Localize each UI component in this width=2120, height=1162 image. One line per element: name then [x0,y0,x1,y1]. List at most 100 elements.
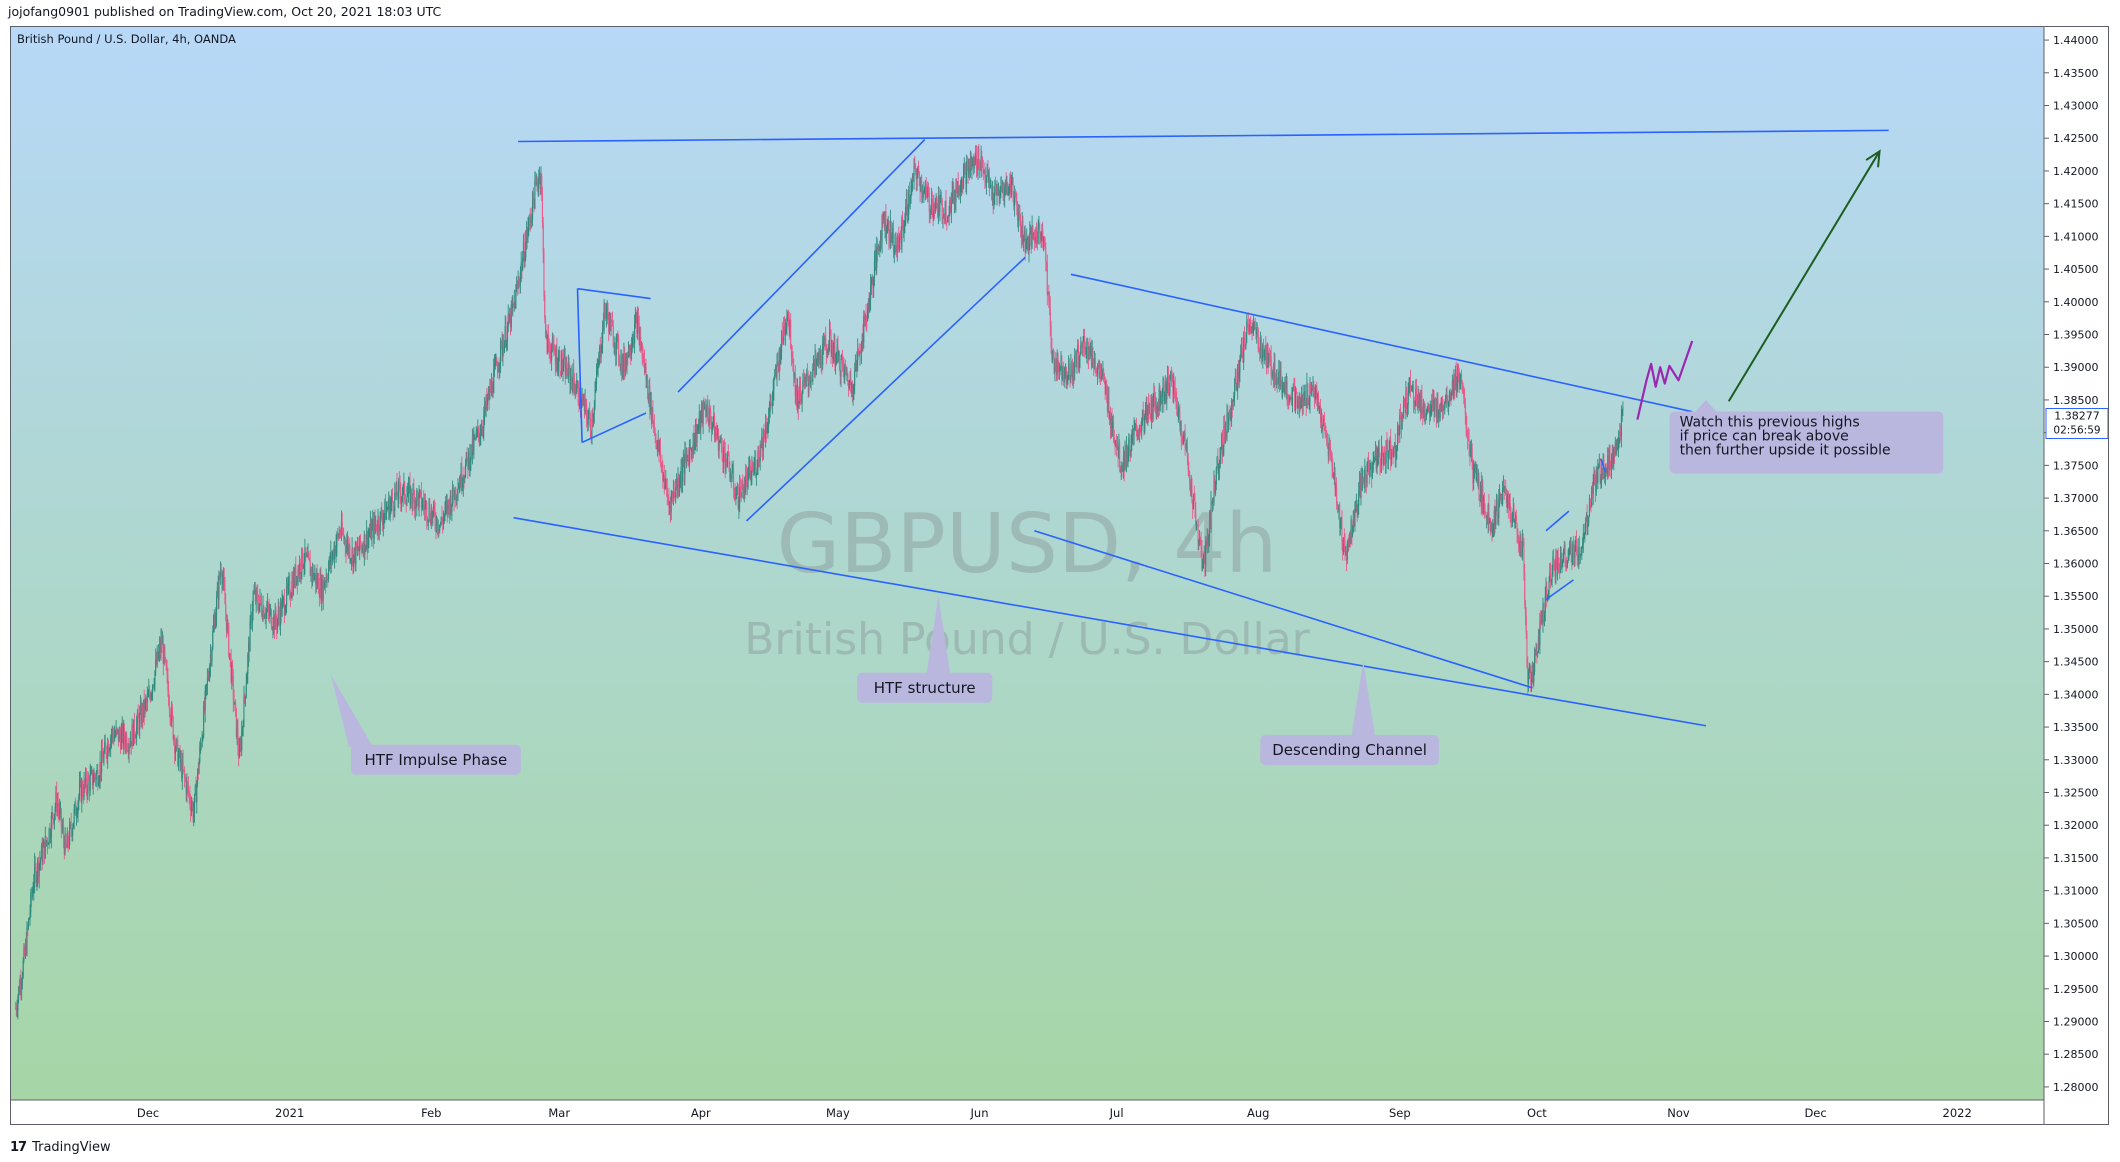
time-scale[interactable]: Dec 2021 Feb Mar Apr May Jun Jul Aug Sep Oct Nov Dec… [11,1099,2044,1120]
candle-body [663,475,665,481]
candle-body [323,580,325,588]
callout-text: if price can break above [1680,428,1849,444]
candle-body [529,219,531,223]
candle-body [133,719,135,738]
candle-body [680,467,682,481]
candle-body [120,732,122,749]
candle-body [1443,408,1445,410]
candle-body [1060,357,1062,368]
candle-body [171,707,173,717]
candle-body [79,780,81,783]
candle-body [1544,596,1546,612]
candle-body [1608,449,1610,469]
candle-body [1522,539,1524,543]
candle-body [759,444,761,462]
candle-body [925,184,927,191]
candle-body [206,676,208,685]
candle-body [1479,495,1481,501]
candle-body [352,548,354,568]
candle-body [612,325,614,347]
candle-body [1464,398,1466,401]
candle-body [569,367,571,384]
candle-body [1393,446,1395,456]
candle-body [527,228,529,238]
candle-body [414,500,416,510]
candle-body [445,505,447,507]
candle-body [57,803,59,809]
candle-body [1499,494,1501,497]
footer[interactable]: 17 TradingView [10,1136,111,1158]
price-scale[interactable]: 1.280001.285001.290001.295001.300001.305… [2043,27,2099,1125]
candle-body [608,317,610,332]
candle-body [761,436,763,448]
candle-body [61,826,63,829]
candle-body [1227,413,1229,426]
candle-body [287,582,289,589]
candle-body [350,559,352,561]
candle-body [574,391,576,393]
candle-body [1574,549,1576,559]
candle-body [886,223,888,233]
candle-body [476,431,478,433]
candle-body [1604,469,1606,477]
candle-body [1036,229,1038,242]
candle-body [468,451,470,469]
candle-body [1139,427,1141,431]
candle-body [1333,473,1335,477]
candle-body [1461,374,1463,382]
candle-body [897,237,899,239]
candle-body [1047,293,1049,295]
candle-body [1365,469,1367,481]
candle-body [815,355,817,365]
candle-body [1208,538,1210,542]
candle-body [1081,344,1083,347]
candle-body [1194,500,1196,514]
chart-svg[interactable]: GBPUSD, 4h British Pound / U.S. Dollar B… [11,27,2109,1125]
candle-body [1093,362,1095,369]
candle-body [1253,326,1255,327]
candle-body [64,834,66,854]
candle-body [1151,398,1153,420]
candle-body [994,187,996,197]
candle-body [838,352,840,371]
candle-body [923,188,925,195]
candle-body [1258,348,1260,351]
candle-body [1174,387,1176,396]
candle-body [1530,670,1532,685]
candle-body [439,524,441,526]
candle-body [184,770,186,778]
candle-body [283,598,285,599]
candle-body [1500,495,1502,497]
chart-frame[interactable]: GBPUSD, 4h British Pound / U.S. Dollar B… [10,26,2109,1125]
candle-body [93,774,95,782]
candle-body [1453,375,1455,395]
candle-body [631,344,633,347]
candle-body [987,170,989,182]
candle-body [774,374,776,378]
candle-body [660,463,662,464]
price-tick-label: 1.34500 [2053,656,2099,669]
candle-body [1512,512,1514,522]
candle-body [685,451,687,457]
candle-body [715,430,717,434]
candle-body [95,777,97,781]
candle-body [1055,362,1057,367]
candle-body [261,613,263,619]
candle-body [1435,405,1437,417]
candle-body [84,780,86,785]
candle-body [1087,338,1089,353]
candle-body [1575,540,1577,547]
candle-body [549,347,551,356]
candle-body [127,749,129,752]
candle-body [1595,470,1597,492]
candle-body [1146,406,1148,416]
candle-body [1313,386,1315,394]
candle-body [1432,400,1434,401]
candle-body [1156,408,1158,411]
candle-body [139,712,141,730]
candle-body [1135,424,1137,431]
candle-body [1023,230,1025,241]
candle-body [1237,364,1239,379]
candle-body [207,676,209,679]
candle-body [312,568,314,578]
